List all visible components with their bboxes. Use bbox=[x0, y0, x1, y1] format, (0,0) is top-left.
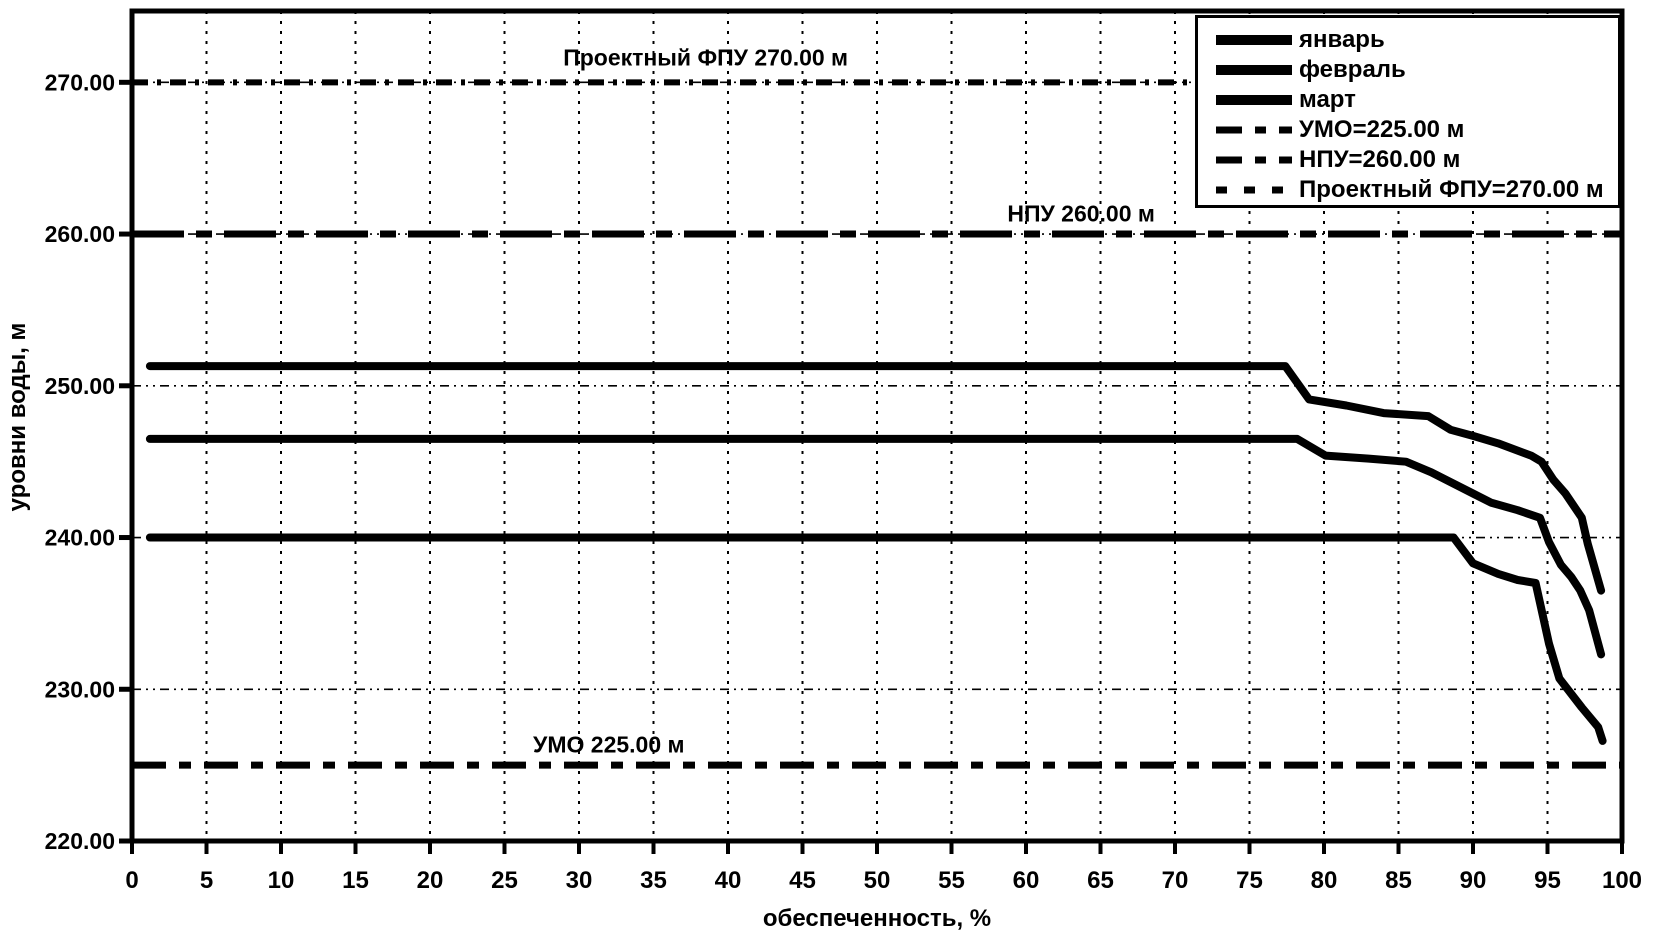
x-tick-label-35: 35 bbox=[640, 867, 667, 894]
series-line-march bbox=[145, 533, 1607, 745]
legend-label: март bbox=[1299, 86, 1356, 113]
y-tick-label-270: 270.00 bbox=[45, 69, 115, 95]
legend-item-march: март bbox=[1214, 85, 1618, 115]
x-tick-label-85: 85 bbox=[1385, 867, 1412, 894]
legend-swatch-dash-dot-line bbox=[1216, 156, 1292, 164]
legend-swatch-solid-line bbox=[1216, 35, 1292, 45]
legend-label: февраль bbox=[1299, 56, 1406, 83]
legend-label: НПУ=260.00 м bbox=[1299, 146, 1461, 173]
x-tick-label-45: 45 bbox=[789, 867, 816, 894]
series-line-january bbox=[145, 362, 1606, 595]
x-tick-label-100: 100 bbox=[1602, 867, 1642, 894]
legend-item-npu: НПУ=260.00 м bbox=[1214, 145, 1618, 175]
legend-swatch-solid-line bbox=[1216, 95, 1292, 105]
legend-label: январь bbox=[1299, 26, 1385, 53]
x-tick-label-70: 70 bbox=[1162, 867, 1189, 894]
legend-swatch-dash-dot-line bbox=[1216, 126, 1292, 134]
x-axis-title: обеспеченность, % bbox=[762, 905, 992, 932]
y-tick-label-240: 240.00 bbox=[45, 525, 115, 551]
legend-swatch-dashed-line bbox=[1216, 186, 1292, 194]
legend-item-february: февраль bbox=[1214, 55, 1618, 85]
x-tick-label-15: 15 bbox=[342, 867, 369, 894]
y-tick-label-260: 260.00 bbox=[45, 221, 115, 247]
legend-label: Проектный ФПУ=270.00 м bbox=[1299, 176, 1604, 203]
x-tick-label-40: 40 bbox=[715, 867, 742, 894]
legend-item-umo: УМО=225.00 м bbox=[1214, 115, 1618, 145]
x-tick-label-80: 80 bbox=[1311, 867, 1338, 894]
npu-reference-label: НПУ 260.00 м bbox=[1007, 200, 1155, 227]
y-axis-title: уровни воды, м bbox=[4, 322, 31, 512]
legend-swatch-solid-line bbox=[1216, 65, 1292, 75]
x-tick-label-60: 60 bbox=[1013, 867, 1040, 894]
x-tick-label-95: 95 bbox=[1534, 867, 1561, 894]
x-tick-label-55: 55 bbox=[938, 867, 965, 894]
legend-label: УМО=225.00 м bbox=[1299, 116, 1465, 143]
y-tick-label-250: 250.00 bbox=[45, 373, 115, 399]
x-tick-label-50: 50 bbox=[864, 867, 891, 894]
x-tick-label-30: 30 bbox=[566, 867, 593, 894]
y-tick-label-220: 220.00 bbox=[45, 828, 115, 854]
umo-reference-label: УМО 225.00 м bbox=[533, 731, 685, 758]
x-tick-label-20: 20 bbox=[417, 867, 444, 894]
x-tick-label-10: 10 bbox=[268, 867, 295, 894]
y-tick-label-230: 230.00 bbox=[45, 676, 115, 702]
x-tick-label-0: 0 bbox=[125, 867, 138, 894]
legend-item-january: январь bbox=[1214, 25, 1618, 55]
x-tick-label-90: 90 bbox=[1460, 867, 1487, 894]
x-tick-label-5: 5 bbox=[200, 867, 213, 894]
x-tick-label-25: 25 bbox=[491, 867, 518, 894]
series-line-february bbox=[145, 434, 1606, 659]
x-tick-label-75: 75 bbox=[1236, 867, 1263, 894]
x-tick-label-65: 65 bbox=[1087, 867, 1114, 894]
legend-box: январь февраль март УМО=225.00 м НПУ=260… bbox=[1195, 15, 1621, 208]
legend-item-fpu: Проектный ФПУ=270.00 м bbox=[1214, 175, 1618, 205]
fpu-reference-label: Проектный ФПУ 270.00 м bbox=[563, 44, 849, 71]
